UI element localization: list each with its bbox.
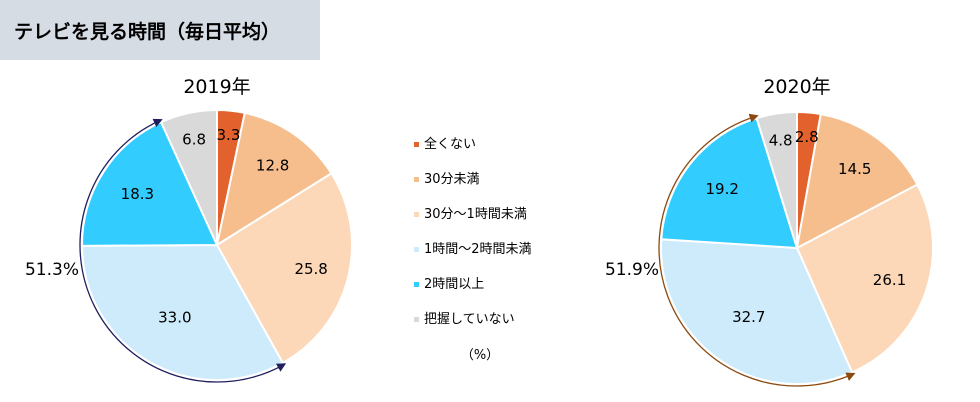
- legend-unit: （%）: [461, 348, 499, 363]
- pie-chart-2020年: 2020年 2.8 14.5 26.1 32.7 19.2 4.8 51.9%: [605, 76, 934, 387]
- legend-label: 把握していない: [424, 312, 515, 327]
- legend-item: 把握していない: [414, 312, 515, 327]
- legend-swatch: [414, 177, 419, 182]
- legend-item: 30分～1時間未満: [414, 207, 527, 222]
- pie-value-label: 33.0: [158, 308, 191, 326]
- total-bracket-arrow: [79, 118, 287, 383]
- chart-title: テレビを見る時間（毎日平均）: [14, 21, 281, 43]
- legend-swatch: [414, 142, 419, 147]
- legend-item: 全くない: [414, 136, 476, 152]
- legend-label: 全くない: [424, 136, 476, 152]
- pie-value-label: 18.3: [121, 185, 154, 203]
- pie-value-label: 4.8: [769, 131, 793, 149]
- legend-label: 1時間～2時間未満: [424, 242, 532, 257]
- legend-swatch: [414, 317, 419, 322]
- pie-value-label: 19.2: [705, 180, 738, 198]
- pie-chart-2019年: 2019年 3.3 12.8 25.8 33.0 18.3 6.8 51.3%: [25, 76, 353, 383]
- total-annotation: 51.3%: [25, 260, 79, 280]
- legend-label: 30分未満: [424, 172, 480, 187]
- pie-value-label: 32.7: [732, 308, 765, 326]
- total-bracket-arrow: [658, 113, 856, 387]
- legend-label: 2時間以上: [424, 277, 484, 292]
- pie-value-label: 25.8: [294, 260, 327, 278]
- total-annotation: 51.9%: [605, 260, 659, 280]
- pie-year-label: 2020年: [763, 76, 830, 98]
- legend-item: 1時間～2時間未満: [414, 242, 532, 257]
- legend-label: 30分～1時間未満: [424, 207, 527, 222]
- legend-swatch: [414, 282, 419, 287]
- legend-item: 2時間以上: [414, 277, 484, 292]
- pie-value-label: 26.1: [873, 271, 906, 289]
- pie-value-label: 6.8: [182, 130, 206, 148]
- pie-value-label: 14.5: [838, 160, 871, 178]
- pie-value-label: 3.3: [217, 126, 241, 144]
- legend-item: 30分未満: [414, 172, 480, 187]
- legend-swatch: [414, 247, 419, 252]
- title-box: テレビを見る時間（毎日平均）: [0, 0, 320, 60]
- pie-year-label: 2019年: [183, 76, 250, 98]
- pie-value-label: 12.8: [256, 156, 289, 174]
- pie-value-label: 2.8: [795, 128, 819, 146]
- legend-swatch: [414, 212, 419, 217]
